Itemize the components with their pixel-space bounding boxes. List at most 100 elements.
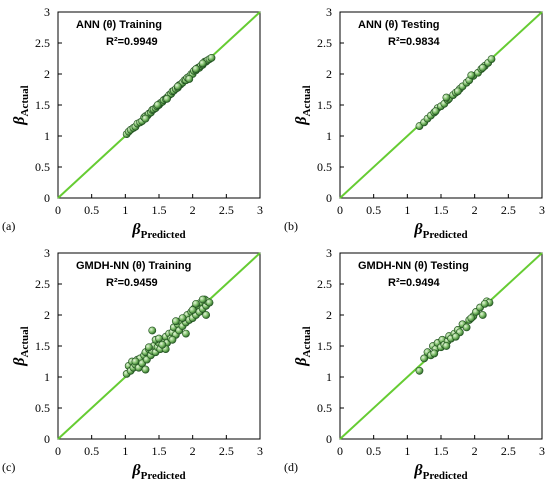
panel-title: ANN (θ) Testing: [358, 19, 440, 31]
x-tick-label: 2: [190, 444, 196, 458]
x-tick-label: 3: [539, 444, 545, 458]
y-axis-label: βActual: [11, 326, 31, 366]
x-tick-label: 0: [55, 203, 61, 217]
y-tick-label: 2.5: [35, 36, 50, 50]
x-tick-label: 0: [55, 444, 61, 458]
data-point: [478, 63, 487, 72]
x-tick-label: 3: [539, 203, 545, 217]
scatter-panel-2: 0 0.5 1 1.5 2 2.5 3 0 0.5 1 1.5 2 2.5 3 ANN (θ) Testin…: [284, 5, 545, 241]
data-point: [198, 59, 207, 68]
y-tick-label: 3: [44, 246, 50, 260]
panel-title: GMDH-NN (θ) Training: [76, 260, 191, 272]
scatter-panel-3: 0 0.5 1 1.5 2 2.5 3 0 0.5 1 1.5 2 2.5 3 GMDH-NN (θ) Tr…: [2, 246, 263, 482]
data-point: [141, 365, 150, 374]
x-tick-label: 1.5: [152, 444, 167, 458]
panel-label: (b): [284, 219, 298, 233]
data-point: [420, 354, 429, 363]
data-point: [198, 295, 207, 304]
y-tick-label: 0.5: [35, 160, 50, 174]
data-point: [192, 65, 200, 73]
y-tick-label: 2.5: [317, 36, 332, 50]
data-point: [131, 357, 140, 366]
y-tick-label: 3: [326, 5, 332, 19]
y-tick-label: 1.5: [35, 98, 50, 112]
y-tick-label: 0: [44, 432, 50, 446]
data-point: [442, 342, 451, 350]
y-axis-label: βActual: [293, 85, 313, 125]
panel-title: ANN (θ) Training: [76, 19, 162, 31]
data-point: [478, 311, 487, 319]
data-point: [451, 332, 460, 341]
x-tick-label: 1.5: [152, 203, 167, 217]
scatter-panel-4: 0 0.5 1 1.5 2 2.5 3 0 0.5 1 1.5 2 2.5 3 GMDH-NN (θ) Te…: [284, 246, 545, 482]
y-tick-label: 1: [44, 370, 50, 384]
y-tick-label: 0.5: [317, 401, 332, 415]
data-point: [182, 329, 190, 338]
y-tick-label: 1: [326, 129, 332, 143]
r-squared-label: R²=0.9949: [106, 36, 158, 48]
r-squared-label: R²=0.9459: [106, 277, 158, 289]
data-point: [205, 298, 214, 307]
x-tick-label: 3: [257, 203, 263, 217]
x-tick-label: 2.5: [219, 203, 234, 217]
data-point: [188, 306, 197, 314]
y-tick-label: 0: [326, 432, 332, 446]
x-axis-label: βPredicted: [413, 462, 467, 482]
data-point: [415, 366, 424, 375]
x-tick-label: 1: [122, 203, 128, 217]
data-point: [171, 317, 180, 326]
data-point: [480, 299, 489, 308]
data-point: [431, 107, 440, 116]
data-point: [144, 343, 153, 352]
data-point: [207, 53, 216, 62]
x-tick-label: 2.5: [501, 203, 516, 217]
y-tick-label: 2: [326, 67, 332, 81]
data-point: [141, 114, 150, 123]
data-point: [192, 299, 200, 308]
x-tick-label: 1.5: [434, 444, 449, 458]
y-axis-label: βActual: [293, 326, 313, 366]
data-point: [462, 323, 471, 332]
data-point: [185, 75, 194, 83]
y-tick-label: 0: [44, 191, 50, 205]
y-tick-label: 1.5: [35, 339, 50, 353]
data-point: [442, 93, 451, 102]
data-point: [148, 326, 157, 335]
x-axis-label: βPredicted: [131, 221, 185, 241]
x-tick-label: 0.5: [84, 203, 99, 217]
data-point: [168, 335, 177, 344]
x-tick-label: 0: [337, 203, 343, 217]
y-tick-label: 1: [326, 370, 332, 384]
y-tick-label: 1.5: [317, 98, 332, 112]
x-tick-label: 1.5: [434, 203, 449, 217]
y-tick-label: 2.5: [35, 277, 50, 291]
data-point: [163, 94, 171, 103]
data-point: [453, 87, 462, 96]
y-tick-label: 2: [326, 308, 332, 322]
data-point: [467, 314, 476, 322]
y-axis-label: βActual: [11, 85, 31, 125]
x-tick-label: 1: [404, 444, 410, 458]
panel-title: GMDH-NN (θ) Testing: [358, 260, 469, 272]
x-tick-label: 2.5: [219, 444, 234, 458]
panel-label: (a): [2, 219, 15, 233]
panel-label: (c): [2, 460, 15, 474]
y-tick-label: 1.5: [317, 339, 332, 353]
y-tick-label: 0: [326, 191, 332, 205]
data-point: [467, 71, 476, 80]
x-tick-label: 0: [337, 444, 343, 458]
data-point: [202, 311, 211, 319]
x-tick-label: 1: [404, 203, 410, 217]
x-tick-label: 0.5: [366, 444, 381, 458]
data-point: [487, 55, 496, 64]
x-tick-label: 0.5: [84, 444, 99, 458]
x-tick-label: 2: [190, 203, 196, 217]
scatter-panel-1: 0 0.5 1 1.5 2 2.5 3 0 0.5 1 1.5 2 2.5 3 ANN (θ) Traini…: [2, 5, 263, 241]
panel-label: (d): [284, 460, 298, 474]
x-tick-label: 0.5: [366, 203, 381, 217]
data-point: [155, 334, 163, 343]
data-point: [178, 314, 187, 322]
data-point: [158, 340, 167, 349]
y-tick-label: 0.5: [35, 401, 50, 415]
